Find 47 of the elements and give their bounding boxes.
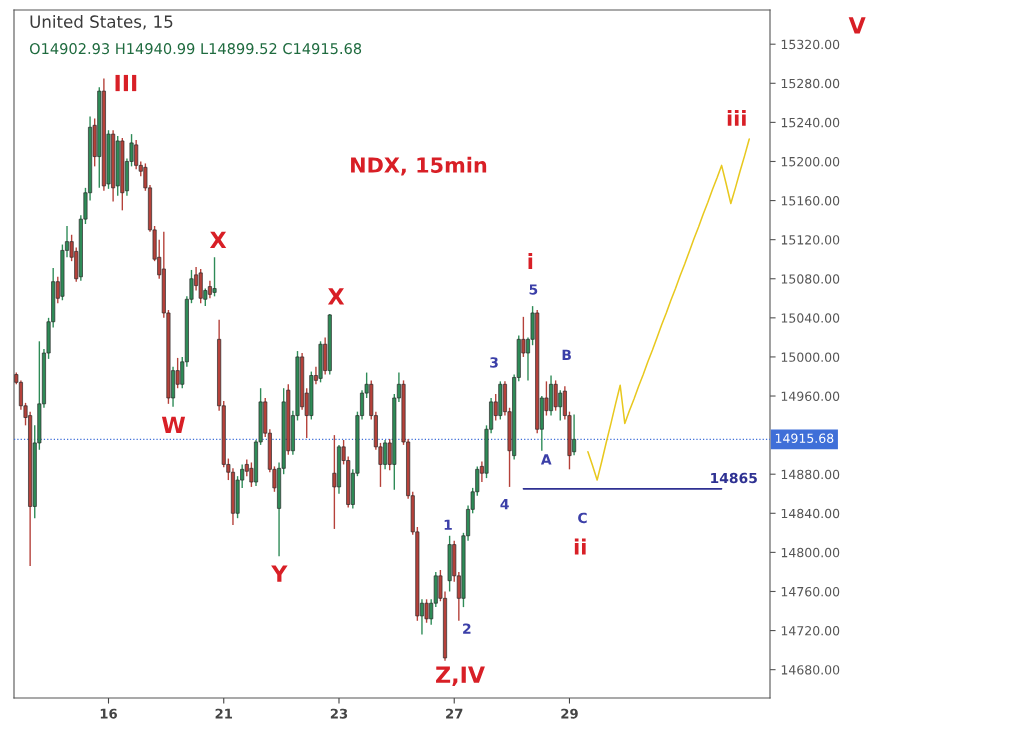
annotation: X: [327, 288, 345, 305]
y-tick-label: 14840.00: [781, 508, 840, 519]
annotation: 4: [500, 499, 509, 510]
text: V: [848, 17, 866, 34]
annotation: Y: [271, 565, 288, 582]
annotation: 3: [490, 357, 498, 368]
candlestick: [332, 434, 337, 530]
y-tick-label: 15280.00: [781, 78, 840, 89]
ref-line-label: 14915.68: [775, 433, 834, 443]
annotation: iii: [727, 110, 746, 126]
text: NDX, 15min: [351, 156, 487, 176]
x-tick-label: 21: [215, 708, 233, 719]
y-tick-label: 14800.00: [781, 547, 840, 558]
annotation: O14902.93 H14940.99 L14899.52 C14915.68: [29, 43, 362, 55]
x-tick-label: 27: [446, 708, 463, 719]
y-tick-label: 15040.00: [781, 313, 840, 323]
y-tick-label: 15200.00: [781, 156, 840, 167]
annotation: III: [115, 74, 137, 92]
annotation: 14865: [711, 472, 757, 484]
annotation: W: [161, 416, 186, 434]
annotation: 5: [529, 284, 538, 295]
annotation: 2: [463, 623, 471, 634]
y-tick-label: 14720.00: [781, 626, 840, 636]
annotation: Z,IV: [436, 666, 485, 686]
annotation: B: [562, 349, 571, 360]
annotation: C: [578, 512, 587, 524]
y-tick-label: 15080.00: [781, 274, 840, 284]
y-tick-label: 14680.00: [781, 665, 840, 675]
y-tick-label: 14760.00: [781, 586, 840, 597]
y-tick-label: 15160.00: [781, 196, 840, 206]
annotation: 1: [444, 519, 452, 530]
annotation: ii: [574, 538, 586, 555]
y-tick-label: 14880.00: [781, 469, 840, 480]
x-tick-label: 16: [100, 708, 117, 719]
y-tick-label: 15000.00: [781, 352, 840, 362]
annotation: i: [528, 253, 533, 269]
annotation: X: [209, 231, 227, 248]
candlestick: [212, 256, 217, 298]
annotation: A: [540, 454, 552, 465]
y-tick-label: 14960.00: [781, 391, 840, 401]
x-tick-label: 29: [561, 708, 578, 719]
x-tick-label: 23: [330, 708, 348, 719]
y-tick-label: 15240.00: [781, 117, 840, 128]
y-tick-label: 15120.00: [781, 235, 840, 245]
chart-subtitle: United States, 15: [30, 15, 173, 30]
candlestick: [424, 598, 429, 624]
y-tick-label: 15320.00: [781, 39, 840, 50]
